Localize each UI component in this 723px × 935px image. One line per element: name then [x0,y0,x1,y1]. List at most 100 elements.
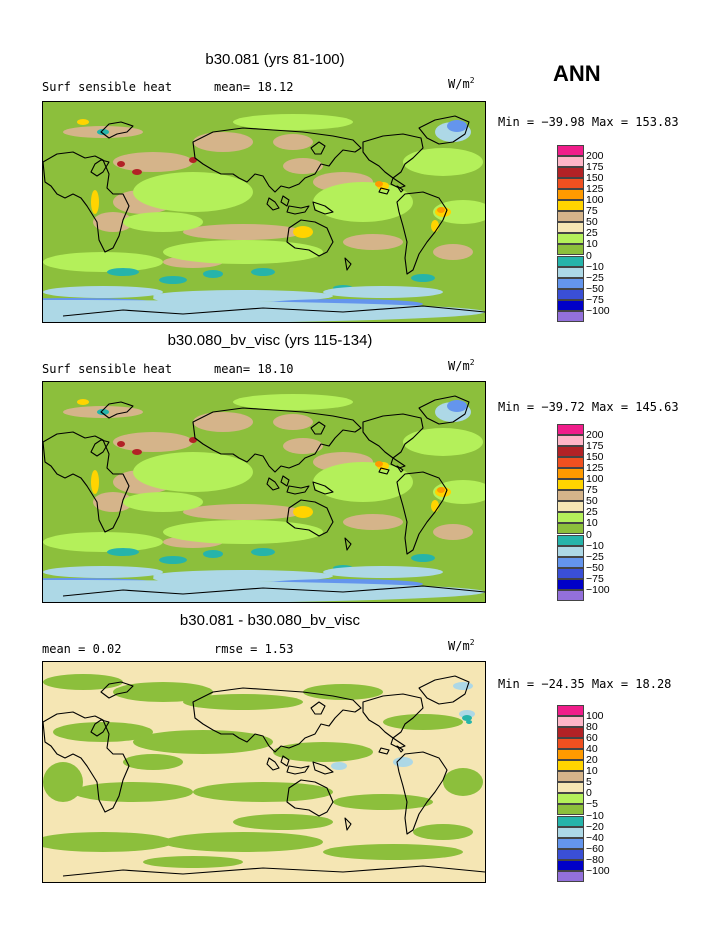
world-map [42,101,486,323]
colorbar-swatch [557,211,584,223]
units-label: W/m2 [448,76,475,91]
mean-label: mean= 18.12 [214,80,294,94]
colorbar-label: 25 [586,227,598,240]
colorbar-label: −75 [586,293,604,306]
colorbar-swatch [557,782,584,794]
colorbar-label: −60 [586,842,604,855]
diff-mean-label: mean = 0.02 [42,642,122,656]
variable-label: Surf sensible heat [42,362,173,376]
colorbar-label: −50 [586,561,604,574]
colorbar-swatch [557,189,584,201]
colorbar-label: 200 [586,150,604,163]
colorbar-label: 125 [586,183,604,196]
colorbar-swatch [557,771,584,783]
panel-title: b30.081 (yrs 81-100) [205,51,345,68]
colorbar-swatch [557,277,584,289]
colorbar-swatch [557,589,584,601]
colorbar-label: −5 [586,798,598,811]
colorbar-swatch [557,793,584,805]
colorbar-swatch [557,468,584,480]
colorbar-label: 50 [586,216,598,229]
colorbar-label: −75 [586,572,604,585]
colorbar-swatch [557,457,584,469]
colorbar-label: −10 [586,260,604,273]
colorbar-swatch [557,738,584,750]
colorbar-swatch [557,567,584,579]
colorbar-swatch [557,233,584,245]
colorbar-label: −100 [586,304,610,317]
colorbar-swatch [557,244,584,256]
colorbar-label: −100 [586,864,610,877]
colorbar-swatch [557,556,584,568]
colorbar-swatch [557,716,584,728]
colorbar-swatch [557,826,584,838]
colorbar-swatch [557,266,584,278]
variable-label: Surf sensible heat [42,80,173,94]
colorbar-swatch [557,512,584,524]
min-max-label: Min = −39.72 Max = 145.63 [498,400,679,414]
colorbar-swatch [557,310,584,322]
colorbar-swatch [557,848,584,860]
colorbar-label: −25 [586,550,604,563]
colorbar-swatch [557,145,584,156]
world-map [42,381,486,603]
colorbar-label: 175 [586,440,604,453]
colorbar-swatch [557,479,584,491]
colorbar-swatch [557,446,584,458]
colorbar-label: 20 [586,754,598,767]
colorbar-label: 40 [586,743,598,756]
colorbar-label: 10 [586,238,598,251]
colorbar-label: 125 [586,462,604,475]
colorbar-label: 60 [586,732,598,745]
colorbar-label: −50 [586,282,604,295]
colorbar-label: −40 [586,831,604,844]
season-label: ANN [553,61,601,86]
colorbar-swatch [557,534,584,546]
rmse-label: rmse = 1.53 [214,642,294,656]
colorbar-swatch [557,804,584,816]
panel-title: b30.081 - b30.080_bv_visc [179,612,361,629]
colorbar-label: −25 [586,271,604,284]
colorbar-label: 100 [586,473,604,486]
colorbar-label: 100 [586,710,604,723]
colorbar-label: 150 [586,451,604,464]
colorbar-label: −20 [586,820,604,833]
colorbar-swatch [557,545,584,557]
colorbar-label: −100 [586,583,610,596]
colorbar-swatch [557,255,584,267]
units-label: W/m2 [448,358,475,373]
colorbar-swatch [557,837,584,849]
world-map [42,661,486,883]
panel-title: b30.080_bv_visc (yrs 115-134) [167,332,373,349]
colorbar-label: 80 [586,721,598,734]
colorbar-label: 0 [586,528,592,541]
colorbar-swatch [557,501,584,513]
colorbar-label: 10 [586,765,598,778]
colorbar-label: −10 [586,809,604,822]
colorbar-label: 0 [586,787,592,800]
colorbar-label: 5 [586,776,592,789]
colorbar-swatch [557,222,584,234]
colorbar-swatch [557,200,584,212]
colorbar-swatch [557,288,584,300]
colorbar-swatch [557,578,584,590]
colorbar-swatch [557,859,584,871]
colorbar-swatch [557,178,584,190]
colorbar-label: 0 [586,249,592,262]
colorbar-label: −10 [586,539,604,552]
colorbar-label: 50 [586,495,598,508]
units-label: W/m2 [448,638,475,653]
colorbar-swatch [557,705,584,716]
colorbar-swatch [557,523,584,535]
colorbar-swatch [557,167,584,179]
colorbar-swatch [557,760,584,772]
colorbar-swatch [557,156,584,168]
colorbar-swatch [557,490,584,502]
colorbar-swatch [557,424,584,435]
colorbar-swatch [557,749,584,761]
colorbar-swatch [557,870,584,882]
colorbar-label: 150 [586,172,604,185]
colorbar-label: 175 [586,161,604,174]
colorbar-label: 25 [586,506,598,519]
colorbar-label: 75 [586,484,598,497]
